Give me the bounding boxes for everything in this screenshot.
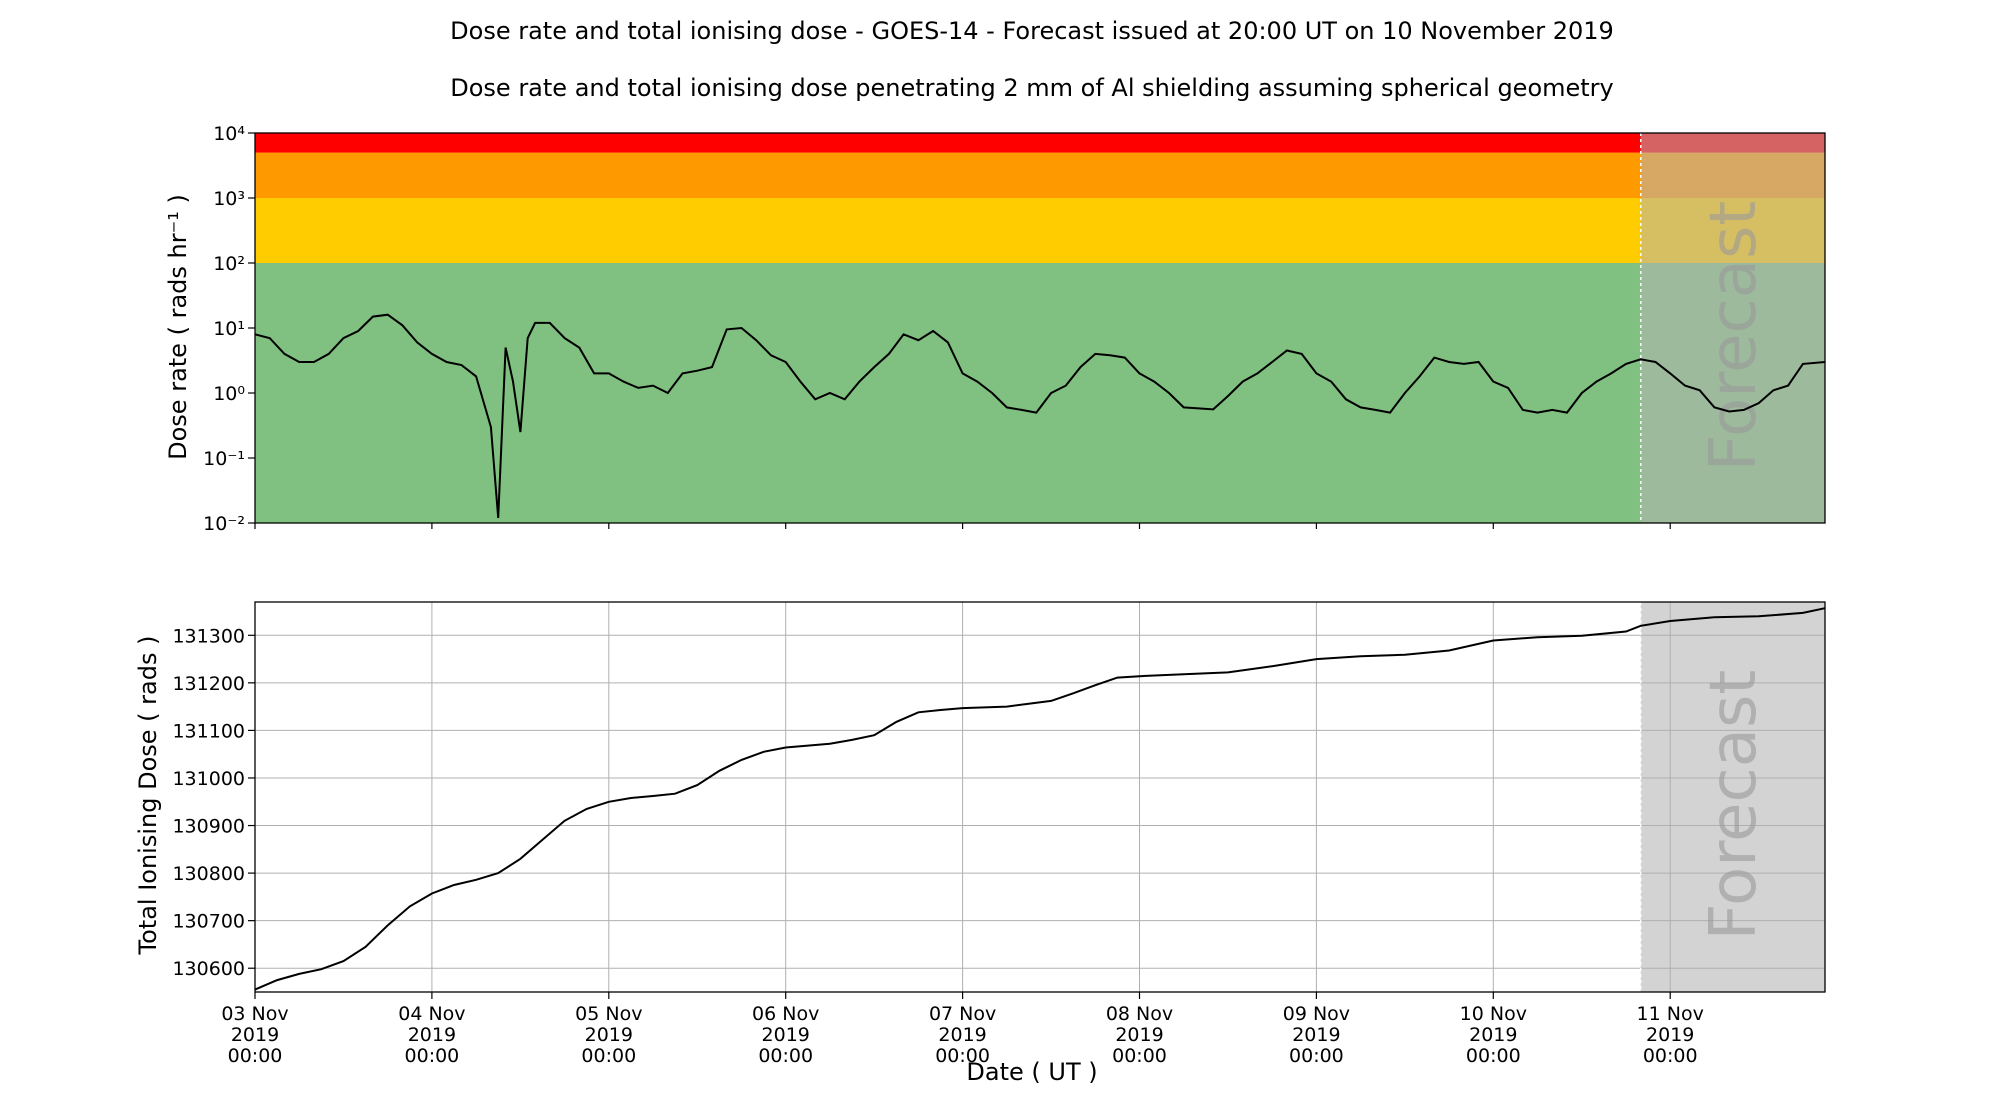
- ytick-label: 10⁻²: [203, 513, 245, 535]
- xtick-label: 2019: [1115, 1024, 1163, 1046]
- figure-title: Dose rate and total ionising dose - GOES…: [450, 17, 1614, 45]
- total-dose-series: [254, 607, 1826, 991]
- xtick-label: 00:00: [758, 1045, 813, 1067]
- xtick-label: 2019: [231, 1024, 279, 1046]
- threshold-band-0: [255, 263, 1825, 523]
- ytick-label: 10⁻¹: [203, 448, 245, 470]
- xtick-label: 09 Nov: [1283, 1003, 1350, 1025]
- xtick-label: 2019: [762, 1024, 810, 1046]
- xtick-label: 00:00: [935, 1045, 990, 1067]
- ytick-label: 10⁰: [213, 383, 245, 405]
- xtick-label: 2019: [1292, 1024, 1340, 1046]
- ytick-label: 131000: [172, 768, 245, 790]
- xtick-label: 05 Nov: [575, 1003, 642, 1025]
- figure-subtitle: Dose rate and total ionising dose penetr…: [450, 74, 1614, 102]
- xtick-label: 00:00: [1112, 1045, 1167, 1067]
- xtick-label: 2019: [1646, 1024, 1694, 1046]
- ytick-label: 131300: [172, 625, 245, 647]
- ytick-label: 130900: [172, 816, 245, 838]
- ytick-label: 10³: [213, 188, 245, 210]
- dose-rate-ylabel: Dose rate ( rads hr⁻¹ ): [164, 194, 192, 460]
- forecast-label: Forecast: [1697, 201, 1771, 472]
- threshold-band-3: [255, 133, 1825, 153]
- ytick-label: 131200: [172, 673, 245, 695]
- xtick-label: 10 Nov: [1460, 1003, 1527, 1025]
- xtick-label: 2019: [938, 1024, 986, 1046]
- xtick-label: 2019: [1469, 1024, 1517, 1046]
- ytick-label: 10⁴: [213, 123, 245, 145]
- ytick-label: 130700: [172, 911, 245, 933]
- ytick-label: 131100: [172, 720, 245, 742]
- date-xlabel: Date ( UT ): [966, 1058, 1097, 1086]
- xtick-label: 04 Nov: [398, 1003, 465, 1025]
- threshold-band-1: [255, 198, 1825, 263]
- ytick-label: 10²: [213, 253, 245, 275]
- total-dose-frame: [254, 601, 1826, 993]
- xtick-label: 2019: [585, 1024, 633, 1046]
- forecast-shade: [1640, 133, 1825, 523]
- xtick-label: 00:00: [1466, 1045, 1521, 1067]
- ytick-label: 130600: [172, 958, 245, 980]
- xtick-label: 00:00: [228, 1045, 283, 1067]
- forecast-shade: [1640, 602, 1825, 992]
- xtick-label: 2019: [408, 1024, 456, 1046]
- dose-rate-panel: Forecast 10⁻² 10⁻¹ 10⁰ 10¹ 10² 10³ 10⁴: [203, 123, 1826, 535]
- threshold-band-2: [255, 152, 1825, 198]
- xtick-label: 00:00: [1643, 1045, 1698, 1067]
- dose-rate-series: [254, 313, 1826, 518]
- xtick-label: 00:00: [1289, 1045, 1344, 1067]
- xtick-label: 11 Nov: [1637, 1003, 1704, 1025]
- xtick-label: 00:00: [581, 1045, 636, 1067]
- ytick-label: 10¹: [213, 318, 245, 340]
- xtick-label: 08 Nov: [1106, 1003, 1173, 1025]
- xtick-label: 00:00: [405, 1045, 460, 1067]
- ytick-label: 130800: [172, 863, 245, 885]
- xtick-label: 07 Nov: [929, 1003, 996, 1025]
- xtick-label: 06 Nov: [752, 1003, 819, 1025]
- total-dose-ylabel: Total Ionising Dose ( rads ): [134, 636, 162, 956]
- forecast-label: Forecast: [1697, 670, 1771, 941]
- xtick-label: 03 Nov: [221, 1003, 288, 1025]
- total-dose-panel: Forecast 130600 130700 130800 130900 131000 13…: [172, 601, 1826, 1067]
